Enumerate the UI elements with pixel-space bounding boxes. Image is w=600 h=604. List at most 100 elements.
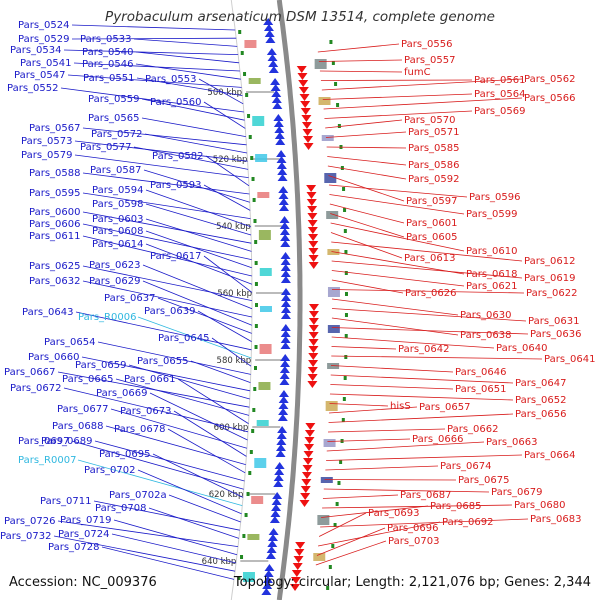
reverse-gene-arrow [290, 577, 301, 584]
gene-label-pars_0638: Pars_0638 [460, 330, 511, 341]
cds-dash [328, 565, 332, 569]
feature-box [325, 401, 338, 411]
forward-gene-arrow [271, 90, 282, 97]
gene-label-pars_0614: Pars_0614 [92, 239, 143, 250]
gene-leader-line [331, 317, 459, 336]
cds-dash [254, 366, 258, 370]
gene-leader-line [330, 222, 465, 252]
gene-label-pars_0656: Pars_0656 [515, 409, 566, 420]
gene-leader-line [133, 38, 238, 47]
reverse-gene-arrow [308, 241, 319, 248]
cds-dash [240, 51, 244, 55]
feature-box [256, 420, 269, 426]
forward-gene-arrow [275, 138, 286, 145]
gene-label-pars_0655: Pars_0655 [137, 356, 188, 367]
gene-leader-line [330, 384, 454, 390]
gene-label-pars_0534: Pars_0534 [10, 45, 61, 56]
accession-label: Accession: NC_009376 [9, 575, 157, 590]
reverse-gene-arrow [308, 325, 319, 332]
gene-label-pars_0664: Pars_0664 [524, 450, 575, 461]
gene-label-pars_0625: Pars_0625 [29, 261, 80, 272]
feature-box [324, 173, 337, 183]
gene-label-pars_0588: Pars_0588 [29, 168, 80, 179]
gene-leader-line [316, 527, 386, 556]
gene-leader-line [101, 546, 235, 580]
gene-label-pars_0692: Pars_0692 [442, 517, 493, 528]
gene-label-pars_0652: Pars_0652 [515, 395, 566, 406]
forward-gene-arrow [274, 468, 285, 475]
gene-label-pars_0577: Pars_0577 [80, 142, 131, 153]
cds-dash [344, 271, 348, 275]
forward-gene-arrow [265, 552, 276, 559]
forward-gene-arrow [271, 96, 282, 103]
gene-leader-line [81, 356, 251, 392]
gene-leader-line [75, 311, 252, 351]
forward-gene-arrow [263, 570, 274, 577]
forward-gene-arrow [264, 564, 275, 571]
feature-box [252, 116, 265, 126]
gene-label-pars_0605: Pars_0605 [406, 232, 457, 243]
reverse-gene-arrow [304, 430, 315, 437]
reverse-gene-arrow [298, 87, 309, 94]
gene-label-pars_0645: Pars_0645 [158, 333, 209, 344]
forward-gene-arrow [268, 60, 279, 67]
cds-dash [331, 544, 335, 548]
cds-dash [337, 481, 341, 485]
gene-label-pars_0672: Pars_0672 [10, 383, 61, 394]
reverse-gene-arrow [308, 255, 319, 262]
reverse-gene-arrow [301, 479, 312, 486]
gene-leader-line [329, 403, 389, 407]
feature-box [248, 78, 261, 84]
gene-leader-line [145, 218, 252, 252]
reverse-gene-arrow [307, 220, 318, 227]
gene-leader-line [142, 280, 253, 326]
gene-label-pars_0687: Pars_0687 [400, 490, 451, 501]
gene-label-pars_0529: Pars_0529 [18, 34, 69, 45]
gene-leader-line [203, 184, 251, 211]
gene-leader-line [135, 51, 240, 64]
forward-gene-arrow [277, 168, 288, 175]
feature-box [247, 534, 260, 540]
reverse-gene-arrow [307, 367, 318, 374]
reverse-gene-arrow [308, 262, 319, 269]
forward-gene-arrow [266, 48, 277, 55]
gene-leader-line [93, 500, 240, 531]
gene-leader-line [94, 440, 245, 482]
gene-label-pars_0632: Pars_0632 [29, 276, 80, 287]
gene-label-pars_0693: Pars_0693 [368, 508, 419, 519]
gene-leader-line [327, 165, 407, 180]
gene-leader-line [329, 393, 514, 401]
forward-gene-arrow [266, 546, 277, 553]
cds-dash [252, 408, 256, 412]
gene-label-pars_0678: Pars_0678 [114, 424, 165, 435]
forward-gene-arrow [261, 588, 272, 595]
gene-label-pars_0724: Pars_0724 [58, 529, 109, 540]
gene-leader-line [137, 316, 252, 359]
gene-leader-line [326, 146, 407, 149]
gene-leader-line [128, 364, 250, 400]
gene-label-pars_0562: Pars_0562 [524, 74, 575, 85]
gene-leader-line [63, 387, 249, 433]
reverse-gene-arrow [307, 213, 318, 220]
forward-gene-arrow [276, 432, 287, 439]
feature-box [327, 287, 340, 297]
gene-leader-line [318, 59, 403, 62]
gene-label-pars_0669: Pars_0669 [96, 388, 147, 399]
gene-label-pars_0613: Pars_0613 [404, 253, 455, 264]
gene-leader-line [329, 203, 405, 224]
cds-dash [244, 513, 248, 517]
feature-box [320, 477, 333, 483]
gene-label-pars_0579: Pars_0579 [21, 150, 72, 161]
gene-label-pars_0600: Pars_0600 [29, 207, 80, 218]
gene-label-pars_0665: Pars_0665 [62, 374, 113, 385]
gene-leader-line [322, 93, 473, 100]
reverse-gene-arrow [308, 346, 319, 353]
gene-leader-line [327, 438, 411, 442]
inner-ring [230, 0, 253, 601]
gene-leader-line [205, 155, 250, 187]
forward-gene-arrow [265, 36, 276, 43]
gene-label-pars_0618: Pars_0618 [466, 269, 517, 280]
reverse-gene-arrow [297, 73, 308, 80]
gene-label-pars_0695: Pars_0695 [99, 449, 150, 460]
gene-label-pars_0598: Pars_0598 [92, 199, 143, 210]
